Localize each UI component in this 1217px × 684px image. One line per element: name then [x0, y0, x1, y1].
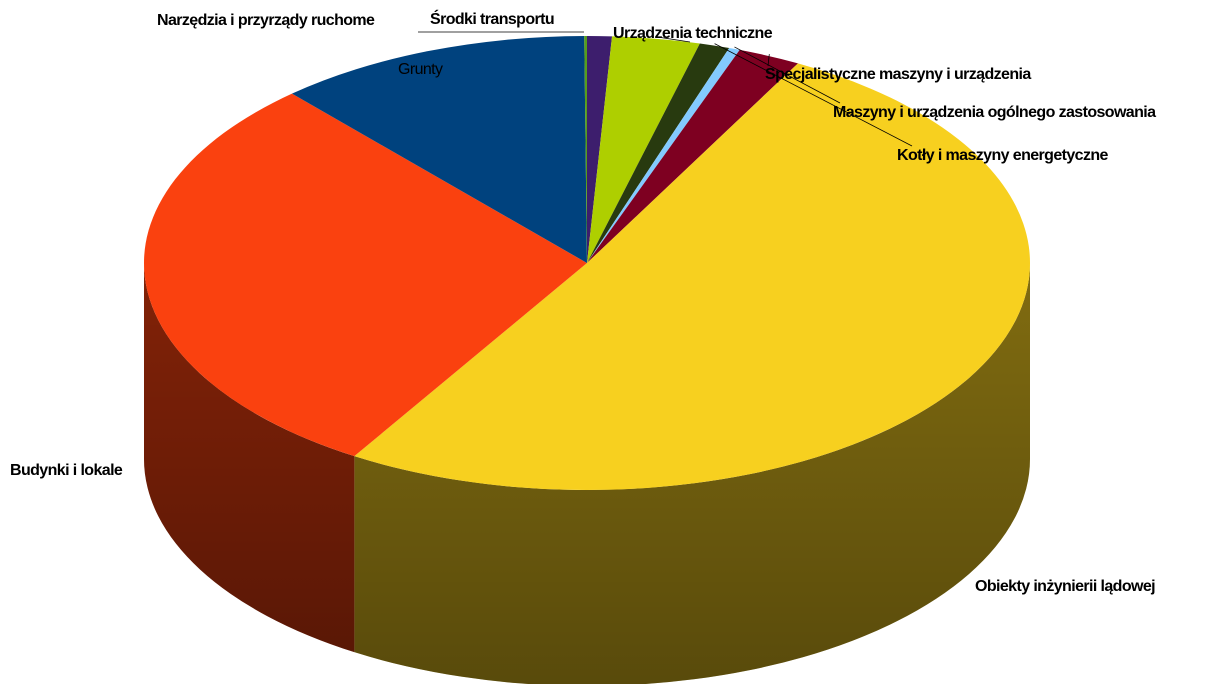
- slice-kotly-i-maszyny-energetyczne: [587, 43, 730, 263]
- leader-specjalistyczne-maszyny-i-urzadzenia: [767, 54, 770, 67]
- slice-label-specjalistyczne-maszyny: Specjalistyczne maszyny i urządzenia: [765, 66, 1031, 83]
- slice-label-grunty: Grunty: [398, 61, 443, 78]
- leader-lines: [418, 31, 913, 147]
- pie-top: [144, 36, 1031, 491]
- slice-label-maszyny-ogolnego-zastosowania: Maszyny i urządzenia ogólnego zastosowan…: [833, 104, 1156, 121]
- slice-label-obiekty-inzynierii-ladowej: Obiekty inżynierii lądowej: [975, 578, 1155, 595]
- slice-label-urzadzenia-techniczne: Urządzenia techniczne: [613, 25, 773, 42]
- slice-urzadzenia-techniczne: [587, 36, 700, 263]
- slice-maszyny-i-urzadzenia-ogolnego-zastosowania: [587, 48, 740, 264]
- slice-labels: Środki transportu Urządzenia techniczne …: [10, 9, 1157, 595]
- slice-narzedzia-i-przyrzady-ruchome: [584, 36, 587, 263]
- pie-sides: [144, 263, 1030, 684]
- slice-label-budynki-i-lokale: Budynki i lokale: [10, 462, 123, 479]
- slice-grunty: [291, 36, 587, 263]
- leader-urzadzenia-techniczne: [656, 36, 691, 43]
- leader-maszyny-i-urzadzenia-ogolnego-zastosowania: [734, 46, 841, 104]
- slice-label-srodki-transportu: Środki transportu: [430, 9, 554, 28]
- slice-label-kotly-i-maszyny-energetyczne: Kotły i maszyny energetyczne: [897, 147, 1109, 164]
- slice-obiekty-inzynierii-ladowej: [354, 63, 1031, 491]
- slice-specjalistyczne-maszyny-i-urzadzenia: [587, 49, 798, 264]
- side-shade-obiekty-inzynierii-ladowej: [354, 263, 1030, 684]
- slice-srodki-transportu: [587, 36, 613, 263]
- slice-budynki-i-lokale: [144, 93, 588, 457]
- leader-kotly-i-maszyny-energetyczne: [714, 43, 913, 147]
- side-shade-budynki-i-lokale: [144, 263, 355, 653]
- slice-label-narzedzia-i-przyrzady: Narzędzia i przyrządy ruchome: [157, 12, 375, 29]
